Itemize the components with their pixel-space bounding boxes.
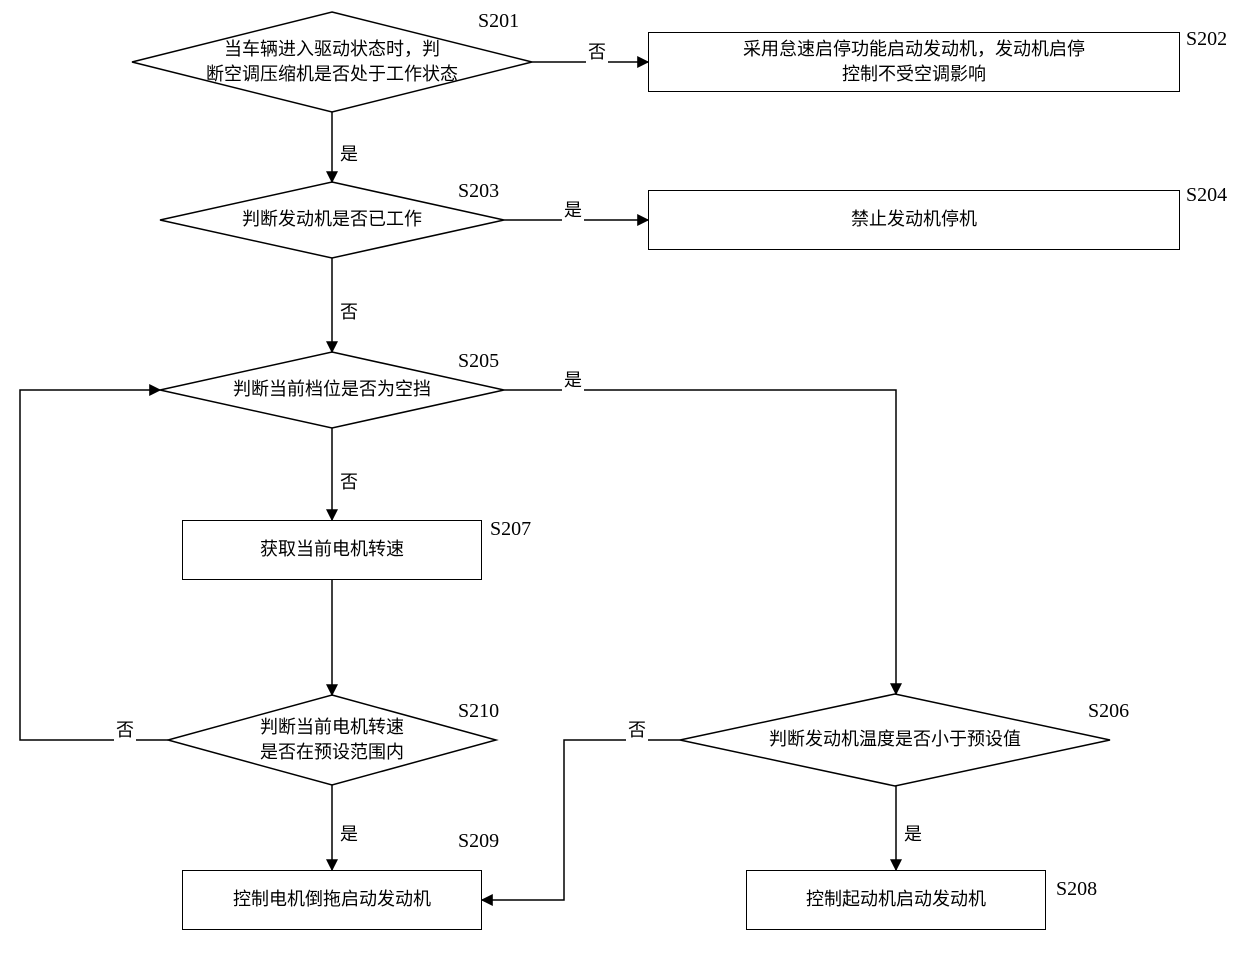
node-s201-text: 当车辆进入驱动状态时，判断空调压缩机是否处于工作状态: [132, 12, 532, 112]
node-s207: 获取当前电机转速: [182, 520, 482, 580]
step-label-s208: S208: [1056, 878, 1097, 901]
step-label-s210: S210: [458, 700, 499, 723]
step-label-s207: S207: [490, 518, 531, 541]
node-s207-text: 获取当前电机转速: [260, 537, 404, 562]
node-s204-text: 禁止发动机停机: [851, 207, 977, 232]
edge-label-5: 否: [338, 468, 360, 494]
node-s208-text: 控制起动机启动发动机: [806, 887, 986, 912]
edge-label-3: 否: [338, 298, 360, 324]
node-s209-text: 控制电机倒拖启动发动机: [233, 887, 431, 912]
node-s203-text: 判断发动机是否已工作: [160, 182, 504, 258]
flowchart-canvas: [0, 0, 1240, 966]
step-label-s206: S206: [1088, 700, 1129, 723]
step-label-s209: S209: [458, 830, 499, 853]
edge-label-1: 是: [338, 140, 360, 166]
edge-4: [504, 390, 896, 694]
node-s202-text: 采用怠速启停功能启动发动机，发动机启停控制不受空调影响: [743, 37, 1085, 87]
edge-label-0: 否: [586, 38, 608, 64]
node-s202: 采用怠速启停功能启动发动机，发动机启停控制不受空调影响: [648, 32, 1180, 92]
edge-label-10: 否: [626, 716, 648, 742]
step-label-s201: S201: [478, 10, 519, 33]
step-label-s205: S205: [458, 350, 499, 373]
step-label-s203: S203: [458, 180, 499, 203]
step-label-s202: S202: [1186, 28, 1227, 51]
node-s206-text: 判断发动机温度是否小于预设值: [680, 694, 1110, 786]
node-s204: 禁止发动机停机: [648, 190, 1180, 250]
node-s209: 控制电机倒拖启动发动机: [182, 870, 482, 930]
edge-10: [482, 740, 680, 900]
node-s210-text: 判断当前电机转速是否在预设范围内: [168, 695, 496, 785]
edge-label-4: 是: [562, 366, 584, 392]
edge-8: [20, 390, 168, 740]
node-s205-text: 判断当前档位是否为空挡: [160, 352, 504, 428]
node-s208: 控制起动机启动发动机: [746, 870, 1046, 930]
step-label-s204: S204: [1186, 184, 1227, 207]
edge-label-9: 是: [902, 820, 924, 846]
edge-label-2: 是: [562, 196, 584, 222]
edge-label-8: 否: [114, 716, 136, 742]
edge-label-7: 是: [338, 820, 360, 846]
